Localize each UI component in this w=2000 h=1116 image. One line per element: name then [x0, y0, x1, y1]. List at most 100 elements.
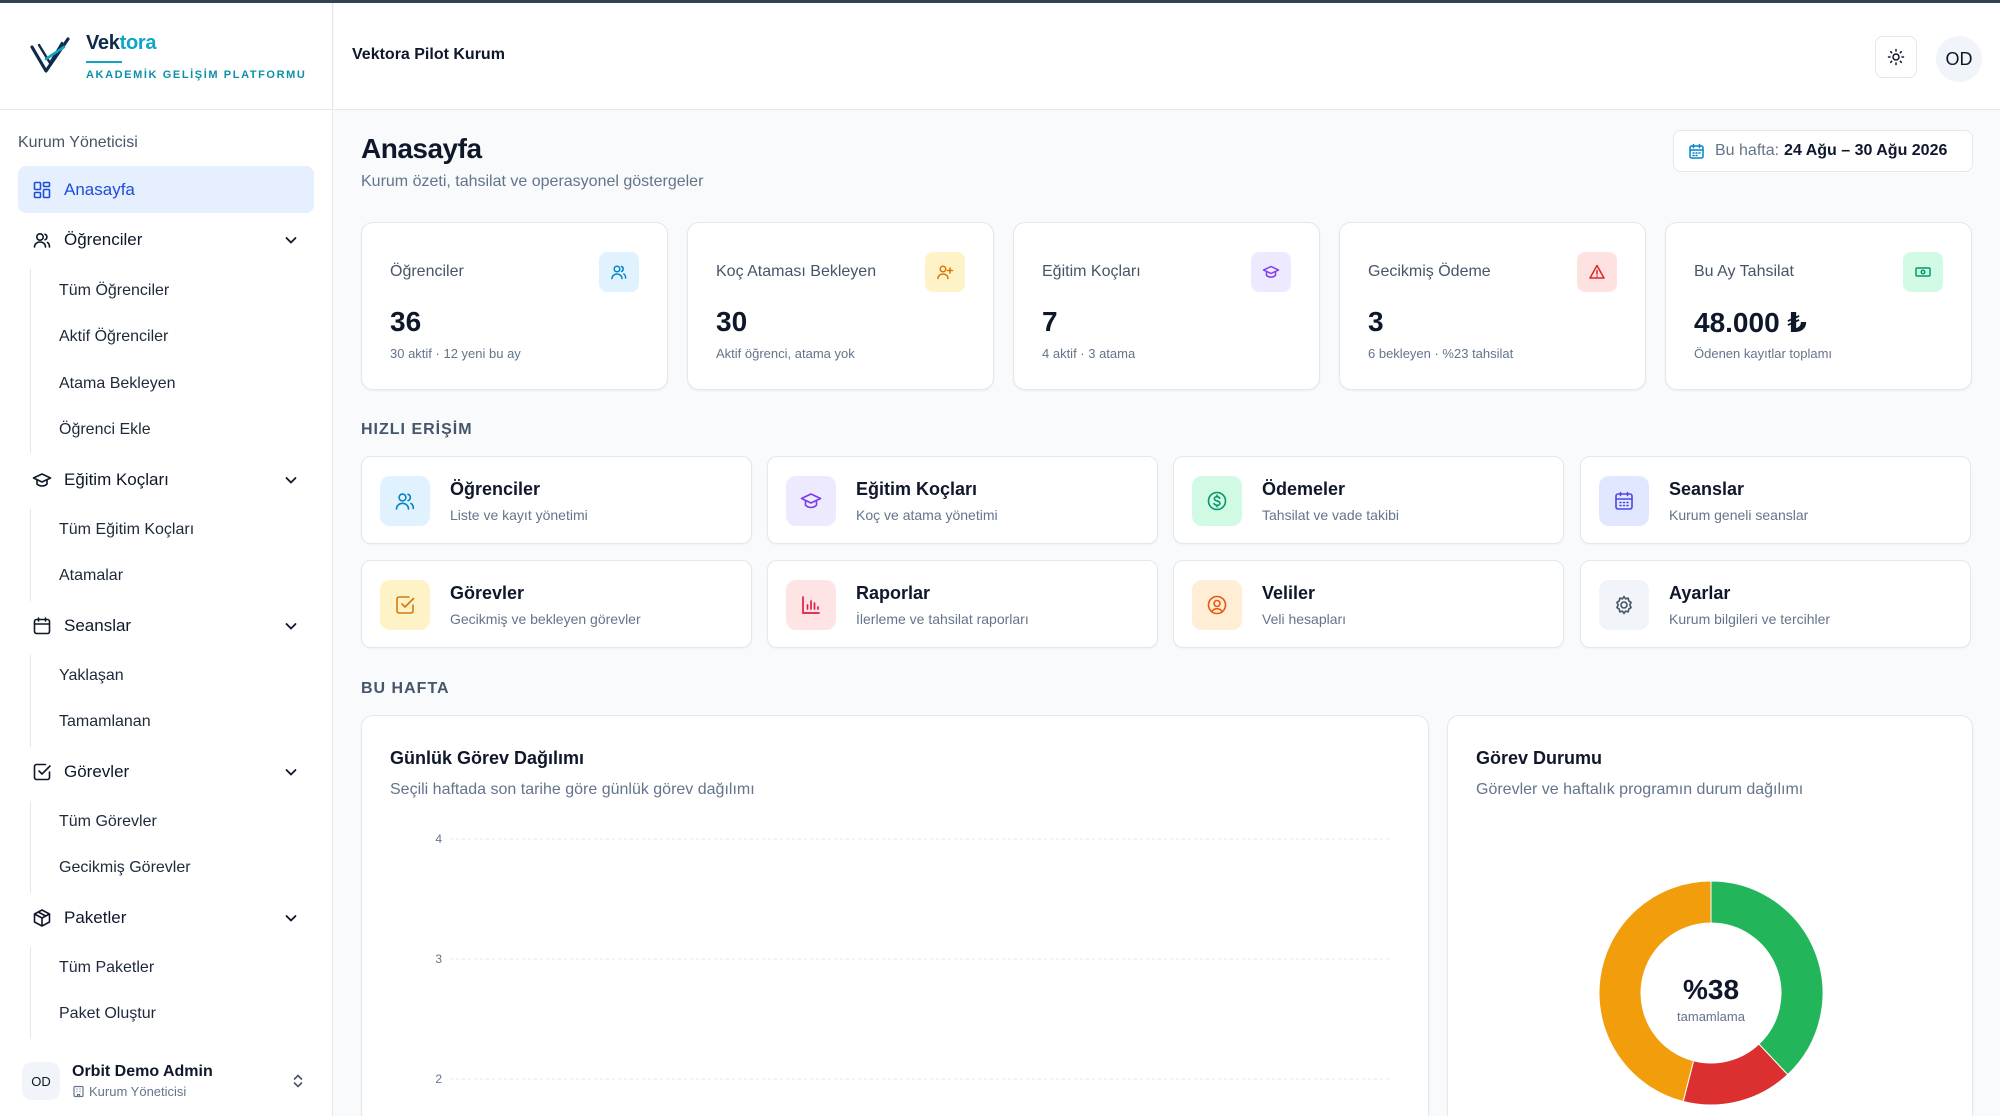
task-status-donut-chart: %38 tamamlama [1598, 880, 1824, 1106]
quick-link-gorevler[interactable]: Görevler Gecikmiş ve bekleyen görevler [361, 560, 752, 648]
calendar-icon [1689, 143, 1704, 159]
user-role: Kurum Yöneticisi [72, 1084, 213, 1099]
calendar-icon [33, 617, 51, 635]
quick-link-veliler[interactable]: Veliler Veli hesapları [1173, 560, 1564, 648]
sidebar-group-paketler[interactable]: Paketler [18, 897, 314, 939]
graduation-cap-icon [1251, 252, 1291, 292]
sidebar-item-yaklasan[interactable]: Yaklaşan [59, 667, 124, 684]
sidebar-role-label: Kurum Yöneticisi [18, 134, 138, 151]
quick-link-raporlar[interactable]: Raporlar İlerleme ve tahsilat raporları [767, 560, 1158, 648]
sidebar-item-aktif-ogrenciler[interactable]: Aktif Öğrenciler [59, 328, 169, 345]
sidebar: Vektora AKADEMİK GELİŞİM PLATFORMU Kurum… [0, 3, 333, 1116]
user-name: Orbit Demo Admin [72, 1063, 213, 1080]
daily-task-chart-panel: Günlük Görev Dağılımı Seçili haftada son… [361, 715, 1429, 1116]
section-title-quick-access: HIZLI ERİŞİM [361, 421, 473, 438]
sidebar-item-tamamlanan[interactable]: Tamamlanan [59, 713, 151, 730]
quick-link-desc: Tahsilat ve vade takibi [1262, 507, 1399, 523]
chevron-down-icon[interactable] [282, 909, 300, 927]
quick-link-title: Görevler [450, 583, 525, 603]
stat-label: Gecikmiş Ödeme [1368, 263, 1491, 280]
sun-icon [1887, 48, 1905, 66]
quick-link-ogrenciler[interactable]: Öğrenciler Liste ve kayıt yönetimi [361, 456, 752, 544]
submenu-guide-line [30, 269, 31, 453]
graduation-cap-icon [32, 473, 52, 487]
sidebar-item-ogrenci-ekle[interactable]: Öğrenci Ekle [59, 421, 151, 438]
sidebar-item-atamalar[interactable]: Atamalar [59, 567, 124, 584]
sidebar-group-ogrenciler[interactable]: Öğrenciler [18, 219, 314, 261]
panel-subtitle: Görevler ve haftalık programın durum dağ… [1476, 781, 1804, 798]
brand[interactable]: Vektora AKADEMİK GELİŞİM PLATFORMU [0, 3, 332, 110]
quick-link-title: Ödemeler [1262, 479, 1346, 499]
y-tick-label: 4 [435, 832, 442, 846]
sidebar-group-egitim-koclari[interactable]: Eğitim Koçları [18, 459, 314, 501]
theme-toggle-button[interactable] [1875, 36, 1917, 78]
task-status-chart-panel: Görev Durumu Görevler ve haftalık progra… [1447, 715, 1973, 1116]
submenu-guide-line [30, 801, 31, 893]
donut-center-value: %38 [1683, 974, 1739, 1005]
stat-value: 30 [716, 306, 748, 337]
brand-underline [86, 60, 122, 63]
stat-card-ogrenciler[interactable]: Öğrenciler 36 30 aktif · 12 yeni bu ay [361, 222, 668, 390]
quick-link-egitim-koclari[interactable]: Eğitim Koçları Koç ve atama yönetimi [767, 456, 1158, 544]
stat-card-egitim-koclari[interactable]: Eğitim Koçları 7 4 aktif · 3 atama [1013, 222, 1320, 390]
sidebar-item-tum-gorevler[interactable]: Tüm Görevler [59, 813, 157, 830]
donut-slice-2[interactable] [1598, 880, 1712, 1103]
quick-link-desc: Kurum bilgileri ve tercihler [1669, 611, 1831, 627]
vektora-logo-icon [30, 37, 70, 73]
submenu-guide-line [30, 947, 31, 1039]
stat-label: Bu Ay Tahsilat [1694, 263, 1794, 280]
stat-note: 4 aktif · 3 atama [1042, 346, 1136, 361]
calendar-icon [1599, 476, 1649, 526]
stat-note: 6 bekleyen · %23 tahsilat [1368, 346, 1514, 361]
sidebar-user-menu[interactable]: OD Orbit Demo Admin Kurum Yöneticisi [0, 1046, 333, 1116]
quick-link-title: Raporlar [856, 583, 931, 603]
avatar: OD [22, 1062, 60, 1100]
y-tick-label: 3 [435, 952, 442, 966]
sidebar-item-tum-ogrenciler[interactable]: Tüm Öğrenciler [59, 282, 170, 299]
sidebar-item-anasayfa[interactable]: Anasayfa [18, 166, 314, 213]
users-icon [380, 476, 430, 526]
quick-link-title: Veliler [1262, 583, 1316, 603]
chevrons-up-down-icon[interactable] [289, 1072, 307, 1090]
week-value: 24 Ağu – 30 Ağu 2026 [1784, 142, 1948, 159]
header-avatar[interactable]: OD [1936, 36, 1982, 82]
quick-link-ayarlar[interactable]: Ayarlar Kurum bilgileri ve tercihler [1580, 560, 1971, 648]
sidebar-item-paket-olustur[interactable]: Paket Oluştur [59, 1005, 156, 1022]
chevron-down-icon[interactable] [282, 471, 300, 489]
panel-title: Günlük Görev Dağılımı [390, 748, 585, 768]
quick-link-seanslar[interactable]: Seanslar Kurum geneli seanslar [1580, 456, 1971, 544]
week-label: Bu hafta: [1715, 142, 1780, 159]
sidebar-item-atama-bekleyen[interactable]: Atama Bekleyen [59, 375, 176, 392]
quick-link-odemeler[interactable]: Ödemeler Tahsilat ve vade takibi [1173, 456, 1564, 544]
dollar-circle-icon [1192, 476, 1242, 526]
users-icon [33, 232, 51, 248]
sidebar-group-label: Eğitim Koçları [64, 470, 169, 489]
stat-label: Koç Ataması Bekleyen [716, 263, 877, 280]
stat-card-gecikmis-odeme[interactable]: Gecikmiş Ödeme 3 6 bekleyen · %23 tahsil… [1339, 222, 1646, 390]
stat-card-koc-atamasi-bekleyen[interactable]: Koç Ataması Bekleyen 30 Aktif öğrenci, a… [687, 222, 994, 390]
submenu-guide-line [30, 509, 31, 601]
sidebar-group-gorevler[interactable]: Görevler [18, 751, 314, 793]
sidebar-item-tum-egitim-koclari[interactable]: Tüm Eğitim Koçları [59, 521, 195, 538]
week-selector[interactable]: Bu hafta: 24 Ağu – 30 Ağu 2026 [1673, 130, 1973, 172]
chevron-down-icon[interactable] [282, 617, 300, 635]
daily-task-bar-chart: 4 3 2 [435, 832, 1392, 1086]
donut-slice-0[interactable] [1710, 880, 1824, 1076]
alert-triangle-icon [1577, 252, 1617, 292]
quick-link-title: Eğitim Koçları [856, 479, 978, 499]
sidebar-item-tum-paketler[interactable]: Tüm Paketler [59, 959, 155, 976]
panel-title: Görev Durumu [1476, 748, 1603, 768]
stat-card-bu-ay-tahsilat[interactable]: Bu Ay Tahsilat 48.000 ₺ Ödenen kayıtlar … [1665, 222, 1972, 390]
sidebar-item-gecikmis-gorevler[interactable]: Gecikmiş Görevler [59, 859, 191, 876]
users-icon [599, 252, 639, 292]
window-top-border [0, 0, 2000, 3]
brand-subtitle: AKADEMİK GELİŞİM PLATFORMU [86, 68, 307, 81]
sidebar-group-seanslar[interactable]: Seanslar [18, 605, 314, 647]
quick-link-desc: İlerleme ve tahsilat raporları [856, 611, 1029, 627]
page-title: Anasayfa [361, 133, 482, 164]
brand-name: Vektora [86, 31, 157, 54]
quick-link-desc: Koç ve atama yönetimi [856, 507, 998, 523]
chevron-down-icon[interactable] [282, 763, 300, 781]
top-header: Vektora Pilot Kurum OD [334, 3, 2000, 110]
chevron-down-icon[interactable] [282, 231, 300, 249]
